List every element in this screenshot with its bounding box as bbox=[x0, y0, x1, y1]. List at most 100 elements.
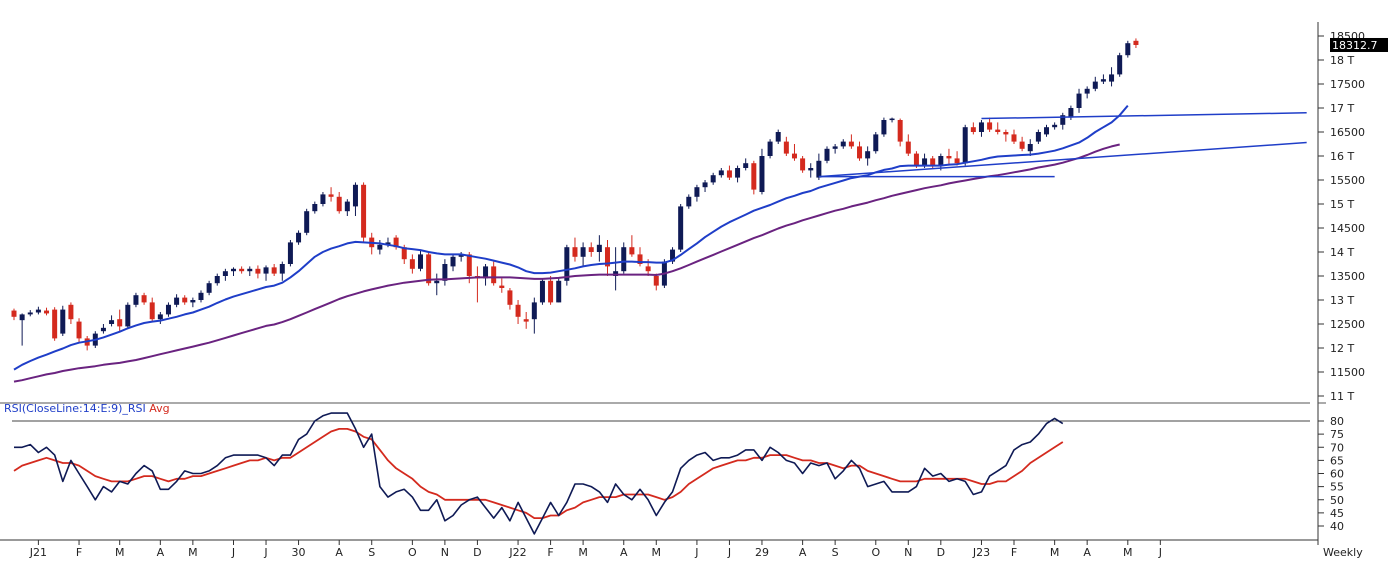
candle-body bbox=[312, 204, 318, 212]
candle-body bbox=[783, 141, 789, 154]
candle-body bbox=[962, 127, 968, 164]
candle-body bbox=[296, 232, 302, 243]
candle-body bbox=[109, 320, 115, 324]
rsi-panel bbox=[13, 412, 1064, 535]
candle-body bbox=[824, 148, 830, 161]
time-tick-label: A bbox=[157, 546, 165, 559]
candle-body bbox=[190, 300, 196, 303]
candle-body bbox=[621, 247, 627, 272]
trendline bbox=[818, 141, 1307, 178]
candle-body bbox=[1133, 40, 1139, 45]
candle-body bbox=[491, 266, 497, 284]
time-tick-label: A bbox=[620, 546, 628, 559]
candle-body bbox=[1052, 124, 1058, 128]
rsi-tick-label: 50 bbox=[1330, 494, 1344, 507]
candle-body bbox=[279, 264, 285, 274]
slow-moving-average-line bbox=[13, 143, 1120, 383]
candle-body bbox=[247, 268, 253, 272]
candle-body bbox=[483, 266, 489, 279]
candle-body bbox=[11, 310, 17, 317]
candle-body bbox=[523, 319, 529, 322]
candle-body bbox=[857, 146, 863, 159]
candle-body bbox=[848, 141, 854, 147]
candle-body bbox=[1109, 74, 1115, 82]
price-tick-label: 15500 bbox=[1330, 174, 1365, 187]
rsi-tick-label: 75 bbox=[1330, 428, 1344, 441]
candle-body bbox=[1068, 108, 1074, 118]
candle-body bbox=[865, 151, 871, 159]
candle-body bbox=[60, 309, 66, 334]
candle-body bbox=[808, 168, 814, 171]
rsi-tick-label: 45 bbox=[1330, 507, 1344, 520]
candle-body bbox=[548, 280, 554, 303]
candle-body bbox=[401, 247, 407, 260]
candle-body bbox=[800, 158, 806, 171]
candle-body bbox=[938, 156, 944, 166]
time-tick-label: J bbox=[694, 546, 698, 559]
candle-body bbox=[840, 141, 846, 147]
candle-body bbox=[426, 254, 432, 284]
candle-body bbox=[499, 285, 505, 288]
candle-body bbox=[759, 156, 765, 192]
candle-body bbox=[1100, 79, 1106, 82]
price-tick-label: 16500 bbox=[1330, 126, 1365, 139]
candle-body bbox=[694, 187, 700, 197]
candle-body bbox=[68, 304, 74, 320]
candle-body bbox=[775, 132, 781, 142]
candle-body bbox=[596, 244, 602, 252]
candle-body bbox=[718, 170, 724, 176]
candle-body bbox=[141, 295, 147, 303]
candle-body bbox=[231, 268, 237, 272]
candle-body bbox=[735, 168, 741, 178]
candle-body bbox=[255, 268, 261, 274]
interval-label: Weekly bbox=[1323, 546, 1363, 559]
time-tick-label: S bbox=[832, 546, 839, 559]
price-tick-label: 15 T bbox=[1330, 198, 1354, 211]
rsi-avg-label: Avg bbox=[146, 402, 170, 415]
candle-body bbox=[44, 310, 50, 314]
candle-body bbox=[905, 141, 911, 154]
candle-body bbox=[572, 247, 578, 257]
candle-body bbox=[344, 201, 350, 212]
time-tick-label: S bbox=[368, 546, 375, 559]
candle-body bbox=[133, 295, 139, 305]
candle-body bbox=[507, 290, 513, 305]
price-tick-label: 11 T bbox=[1330, 390, 1354, 403]
price-tick-label: 16 T bbox=[1330, 150, 1354, 163]
candle-body bbox=[35, 309, 41, 313]
time-tick-label: O bbox=[408, 546, 417, 559]
price-tick-label: 13 T bbox=[1330, 294, 1354, 307]
candle-body bbox=[556, 280, 562, 303]
candle-body bbox=[604, 247, 610, 267]
time-tick-label: F bbox=[1011, 546, 1017, 559]
candle-body bbox=[157, 314, 163, 320]
candle-body bbox=[174, 297, 180, 305]
candle-body bbox=[442, 264, 448, 281]
candle-body bbox=[19, 314, 25, 321]
candle-body bbox=[1125, 43, 1131, 56]
price-tick-label: 18 T bbox=[1330, 54, 1354, 67]
candle-body bbox=[970, 127, 976, 132]
candle-body bbox=[52, 309, 58, 339]
rsi-tick-label: 70 bbox=[1330, 441, 1344, 454]
candle-body bbox=[670, 249, 676, 262]
candle-body bbox=[385, 242, 391, 245]
candle-body bbox=[897, 120, 903, 142]
candle-body bbox=[515, 304, 521, 317]
candle-body bbox=[239, 268, 245, 272]
candle-body bbox=[352, 184, 358, 207]
candle-body bbox=[466, 254, 472, 276]
rsi-title: RSI(CloseLine:14:E:9)_RSI Avg bbox=[4, 402, 170, 415]
time-axis: J21 F M A M J J 30 A S O N D J22 F M A M J J 29 A S O N D J23 F M A M J bbox=[29, 540, 1162, 559]
candle-body bbox=[1060, 115, 1066, 125]
candle-body bbox=[889, 118, 895, 121]
candle-body bbox=[816, 160, 822, 178]
price-candles bbox=[11, 38, 1139, 351]
candle-body bbox=[710, 175, 716, 183]
candle-body bbox=[832, 146, 838, 149]
candle-body bbox=[100, 327, 106, 332]
candle-body bbox=[1027, 144, 1033, 152]
